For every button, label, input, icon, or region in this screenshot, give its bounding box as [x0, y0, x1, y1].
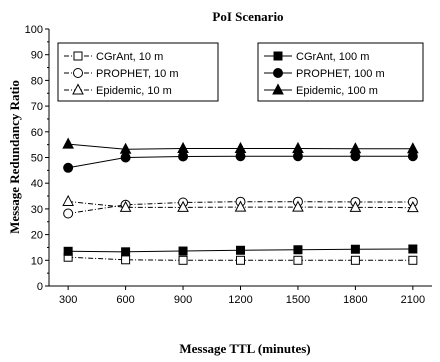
series-3 — [63, 244, 418, 257]
data-point — [119, 200, 132, 212]
legend-marker — [72, 83, 84, 95]
series-5 — [62, 137, 419, 154]
data-point — [63, 162, 74, 173]
legend-label: PROPHET, 100 m — [296, 68, 385, 80]
data-point — [62, 194, 74, 206]
data-point — [292, 141, 304, 154]
data-point — [63, 208, 74, 219]
legend-marker — [273, 68, 283, 78]
y-tick-label: 50 — [31, 153, 43, 165]
data-point — [292, 200, 304, 212]
legend-label: CGrAnt, 100 m — [296, 51, 369, 63]
legend-marker — [272, 83, 284, 95]
data-point — [178, 255, 188, 265]
series-0 — [63, 252, 418, 265]
y-tick-label: 20 — [31, 230, 43, 242]
data-point — [407, 142, 419, 154]
x-tick-label: 1500 — [286, 294, 310, 306]
data-point — [121, 255, 131, 265]
x-tick-label: 1800 — [343, 294, 367, 306]
legend-label: Epidemic, 10 m — [96, 85, 172, 97]
data-point — [177, 200, 189, 212]
data-point — [178, 151, 189, 162]
data-point — [408, 244, 418, 254]
data-point — [62, 137, 74, 149]
y-tick-label: 90 — [31, 50, 43, 62]
data-point — [120, 152, 131, 163]
legend-box — [57, 42, 219, 102]
data-point — [292, 151, 303, 162]
data-point — [407, 201, 419, 213]
series-2 — [62, 194, 419, 213]
legend-marker — [73, 68, 83, 78]
legend-label: Epidemic, 100 m — [296, 85, 378, 97]
y-tick-label: 30 — [31, 204, 43, 216]
data-point — [350, 255, 360, 265]
y-tick-label: 0 — [37, 281, 43, 293]
plot-area: 0 10 20 30 40 50 60 70 80 90 100 300 600 900 1200 1500 1… — [25, 24, 432, 306]
legend-marker — [73, 51, 83, 61]
x-tick-label: 300 — [59, 294, 77, 306]
data-point — [235, 151, 246, 162]
y-tick-label: 40 — [31, 178, 43, 190]
legend-box — [257, 42, 424, 102]
x-tick-label: 600 — [116, 294, 134, 306]
x-axis-label: Message TTL (minutes) — [179, 341, 310, 356]
legend-top-left: CGrAnt, 10 m PROPHET, 10 m Epidemic, 10 m — [57, 42, 219, 102]
data-point — [234, 141, 247, 154]
data-point — [177, 141, 189, 154]
y-tick-label: 10 — [31, 255, 43, 267]
data-point — [236, 255, 245, 265]
data-point — [293, 255, 303, 265]
data-point — [234, 200, 247, 212]
legend-label: CGrAnt, 10 m — [96, 51, 163, 63]
y-tick-label: 100 — [25, 24, 43, 36]
legend-top-right: CGrAnt, 100 m PROPHET, 100 m Epidemic, 100… — [257, 42, 424, 102]
x-tick-label: 900 — [174, 294, 192, 306]
y-tick-label: 60 — [31, 127, 43, 139]
data-point — [408, 255, 418, 265]
data-point — [63, 246, 73, 256]
data-point — [350, 244, 360, 254]
series-4 — [63, 151, 418, 173]
chart-title: PoI Scenario — [212, 9, 283, 24]
data-point — [349, 200, 362, 212]
y-axis-label: Message Redundancy Ratio — [7, 80, 22, 234]
x-tick-label: 1200 — [228, 294, 252, 306]
legend-marker — [273, 51, 283, 61]
data-point — [121, 247, 131, 257]
y-tick-label: 70 — [31, 101, 43, 113]
legend-label: PROPHET, 10 m — [96, 68, 179, 80]
x-tick-label: 2100 — [401, 294, 425, 306]
y-tick-label: 80 — [31, 75, 43, 87]
data-point — [349, 142, 362, 154]
data-point — [293, 245, 303, 255]
data-point — [236, 245, 245, 255]
data-point — [119, 142, 132, 154]
data-point — [178, 246, 188, 256]
